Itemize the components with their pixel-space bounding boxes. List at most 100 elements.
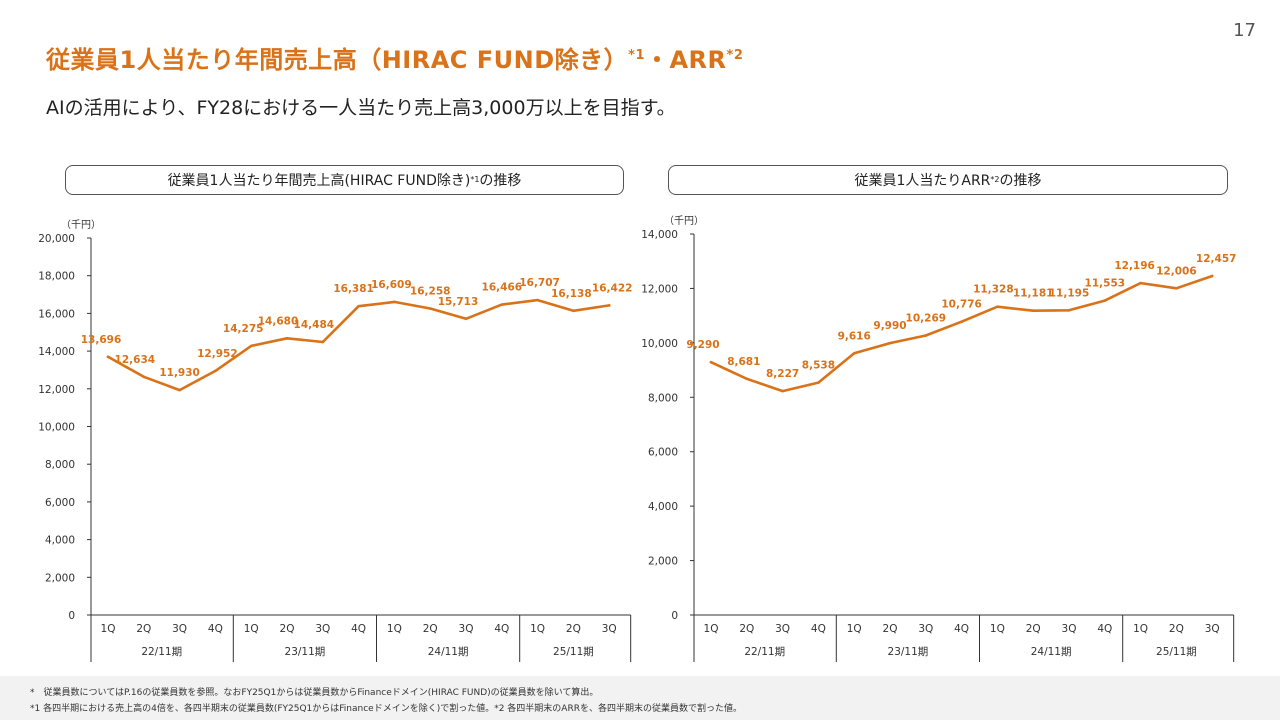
chart1-data-point (106, 355, 110, 359)
chart1-data-label: 16,466 (482, 282, 523, 294)
chart2-data-point (709, 360, 713, 364)
chart2-group-label: 22/11期 (744, 646, 785, 658)
chart1-y-tick-label: 10,000 (38, 422, 75, 434)
chart2-data-label: 8,538 (802, 360, 835, 372)
chart2-data-point (996, 305, 999, 309)
chart1-unit-label: （千円） (61, 219, 101, 231)
chart1-title-suffix: の推移 (479, 173, 522, 189)
chart2-x-tick-label: 4Q (811, 623, 826, 635)
chart1-data-point (393, 300, 396, 304)
chart2-data-label: 9,290 (686, 339, 719, 351)
chart1-data-point (607, 304, 611, 307)
chart1-data-point (249, 344, 253, 348)
chart1-data-label: 14,275 (223, 323, 264, 335)
chart2-data-point (852, 352, 856, 355)
chart2-x-tick-label: 2Q (1169, 623, 1184, 635)
chart1-x-tick-label: 4Q (351, 623, 366, 635)
chart2-unit-label: （千円） (664, 215, 704, 227)
chart2-x-tick-label: 3Q (775, 623, 790, 635)
chart1-title-box: 従業員1人当たり年間売上高(HIRAC FUND除き) *1 の推移 (65, 165, 624, 195)
chart2-data-label: 12,196 (1114, 260, 1155, 272)
chart2-x-tick-label: 1Q (1133, 623, 1148, 635)
chart2-group-label: 25/11期 (1156, 646, 1197, 658)
chart1-data-label: 16,609 (371, 279, 412, 291)
chart1-x-tick-label: 1Q (244, 623, 259, 635)
chart2-data-point (1067, 309, 1071, 312)
page-number: 17 (1233, 20, 1256, 41)
chart1-data-point (214, 369, 217, 373)
chart1-data-label: 16,138 (551, 288, 592, 300)
chart1-data-point (536, 298, 539, 302)
chart1-group-label: 23/11期 (285, 646, 326, 658)
chart2-x-tick-label: 1Q (847, 623, 862, 635)
chart1-data-label: 14,680 (258, 315, 299, 327)
chart2-data-point (817, 381, 820, 384)
chart2-data-label: 8,227 (766, 368, 799, 380)
chart1-x-tick-label: 2Q (566, 623, 581, 635)
chart1-data-point (464, 317, 468, 321)
chart2-x-tick-label: 3Q (1205, 623, 1220, 635)
chart1-y-tick-label: 20,000 (38, 233, 75, 245)
chart1-title-text: 従業員1人当たり年間売上高(HIRAC FUND除き) (167, 173, 471, 189)
chart2-data-point (781, 389, 784, 393)
chart2-data-label: 11,553 (1085, 278, 1126, 290)
chart1-y-tick-label: 6,000 (45, 497, 75, 509)
chart2-x-tick-label: 2Q (883, 623, 898, 635)
chart1-data-label: 14,484 (294, 319, 335, 331)
chart2-data-label: 8,681 (727, 356, 760, 368)
chart1-x-tick-label: 3Q (602, 623, 617, 635)
chart1-y-tick-label: 14,000 (38, 346, 75, 358)
chart2-y-tick-label: 14,000 (641, 229, 678, 241)
chart1-y-tick-label: 16,000 (38, 308, 75, 320)
chart1-x-tick-label: 2Q (280, 623, 295, 635)
chart2-data-label: 11,195 (1049, 287, 1090, 299)
chart1-x-tick-label: 3Q (459, 623, 474, 635)
chart1-x-tick-label: 3Q (315, 623, 330, 635)
chart2-x-tick-label: 2Q (1026, 623, 1041, 635)
chart2-data-label: 9,990 (873, 320, 906, 332)
chart1-x-tick-label: 1Q (101, 623, 116, 635)
chart2-group-label: 24/11期 (1031, 646, 1072, 658)
chart1-x-tick-label: 3Q (172, 623, 187, 635)
chart1-group-label: 24/11期 (428, 646, 469, 658)
chart2-data-point (1103, 299, 1107, 302)
chart2-data-point (960, 320, 963, 324)
chart1-group-label: 25/11期 (553, 646, 594, 658)
chart2-data-label: 10,269 (906, 313, 947, 325)
footnote-2: *1 各四半期における売上高の4倍を、各四半期末の従業員数(FY25Q1からはF… (30, 704, 742, 714)
chart2-x-tick-label: 2Q (739, 623, 754, 635)
chart2-data-point (1175, 286, 1178, 290)
title-main: 従業員1人当たり年間売上高（HIRAC FUND除き） (46, 46, 629, 74)
chart2-title-suffix: の推移 (999, 173, 1042, 189)
page-subtitle: AIの活用により、FY28における一人当たり売上高3,000万以上を目指す。 (46, 97, 676, 119)
chart1-x-tick-label: 2Q (136, 623, 151, 635)
chart2-x-tick-label: 4Q (954, 623, 969, 635)
chart1-y-tick-label: 12,000 (38, 384, 75, 396)
chart2-y-tick-label: 6,000 (648, 447, 678, 459)
chart2-data-point (924, 334, 928, 337)
chart1-data-point (428, 307, 432, 310)
chart1-data-point (142, 375, 146, 379)
chart1-data-label: 12,952 (197, 348, 238, 360)
chart2-data-label: 12,457 (1196, 253, 1237, 265)
page-title: 従業員1人当たり年間売上高（HIRAC FUND除き）*1・ARR*2 (46, 40, 743, 75)
chart2-title-box: 従業員1人当たりARR *2 の推移 (668, 165, 1228, 195)
title-sup1: *1 (628, 48, 645, 63)
chart1-data-point (500, 303, 504, 306)
chart1-data-point (285, 336, 289, 340)
chart1-data-point (178, 388, 181, 392)
chart1-data-label: 16,258 (410, 286, 451, 298)
chart2-data-point (1210, 274, 1214, 278)
chart1-data-label: 16,422 (592, 282, 633, 294)
chart1-data-point (572, 309, 575, 313)
chart2-x-tick-label: 1Q (990, 623, 1005, 635)
chart1-x-tick-label: 1Q (530, 623, 545, 635)
footer: * 従業員数についてはP.16の従業員数を参照。なおFY25Q1からは従業員数か… (0, 676, 1280, 720)
chart2-y-tick-label: 10,000 (641, 338, 678, 350)
chart2-y-tick-label: 4,000 (648, 501, 678, 513)
chart1-data-label: 16,707 (519, 277, 560, 289)
footnote-1: * 従業員数についてはP.16の従業員数を参照。なおFY25Q1からは従業員数か… (30, 688, 599, 698)
title-sup2: *2 (726, 48, 744, 63)
chart2-data-point (888, 341, 892, 345)
